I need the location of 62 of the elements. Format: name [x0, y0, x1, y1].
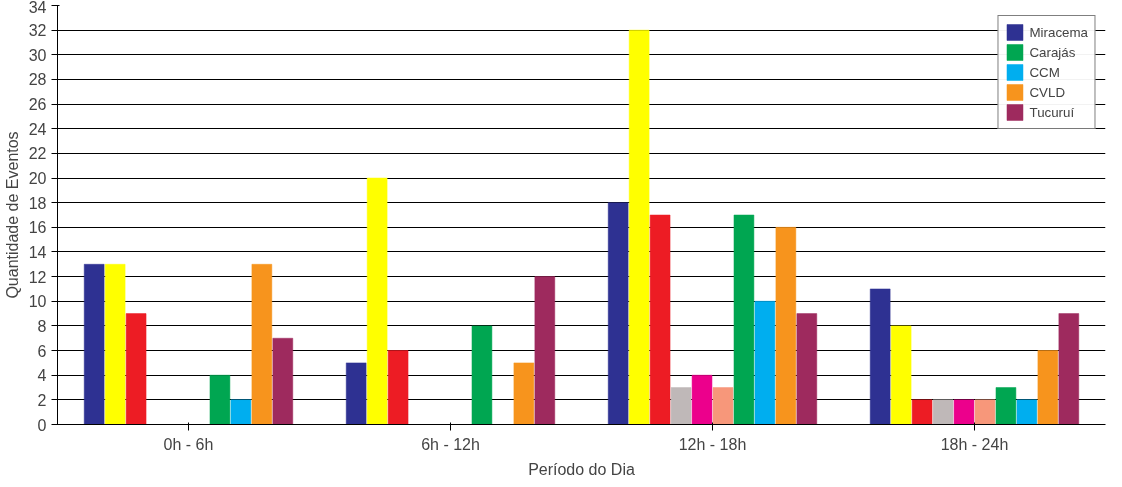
bar [775, 227, 797, 425]
bar [796, 313, 818, 425]
bar [209, 374, 231, 425]
y-tick-label: 26 [28, 96, 47, 114]
bar [230, 399, 252, 425]
y-tick-label: 32 [28, 22, 47, 40]
bar [754, 301, 776, 425]
y-tick-label: 24 [28, 120, 47, 138]
y-tick-label: 34 [28, 0, 47, 16]
y-axis-title: Quantidade de Eventos [3, 131, 21, 299]
bar [869, 288, 891, 425]
bar [974, 399, 996, 425]
x-tick-label: 12h - 18h [678, 435, 747, 453]
bar [911, 399, 933, 425]
y-tick-label: 10 [28, 293, 47, 311]
bar [628, 29, 650, 425]
bar [932, 399, 954, 425]
bar [953, 399, 975, 425]
y-tick-label: 30 [28, 46, 47, 64]
y-tick-label: 2 [37, 391, 47, 409]
x-axis-title: Período do Dia [528, 460, 635, 478]
bar [125, 313, 147, 425]
bar [1016, 399, 1038, 425]
legend-label: Carajás [1029, 44, 1076, 60]
bar [670, 387, 692, 425]
bar [649, 214, 671, 425]
y-tick-label: 6 [37, 342, 47, 360]
y-tick-label: 28 [28, 71, 47, 89]
bar [513, 362, 535, 425]
legend-label: Tucuruí [1029, 104, 1075, 120]
legend-label: Miracema [1029, 24, 1088, 40]
y-tick-label: 14 [28, 243, 47, 261]
bar [387, 350, 409, 425]
x-tick-label: 18h - 24h [940, 435, 1009, 453]
bar [733, 214, 755, 425]
y-tick-label: 4 [37, 367, 47, 385]
bar [1037, 350, 1059, 425]
y-tick-label: 22 [28, 145, 47, 163]
bar [104, 264, 126, 425]
y-tick-label: 12 [28, 268, 47, 286]
bar [366, 177, 388, 425]
bar [1058, 313, 1080, 425]
legend-label: CCM [1029, 64, 1060, 80]
bar [995, 387, 1017, 425]
bar [534, 276, 556, 425]
bar [890, 325, 912, 425]
y-tick-label: 18 [28, 194, 47, 212]
bar [691, 374, 713, 425]
x-tick-label: 0h - 6h [163, 435, 214, 453]
bar [83, 264, 105, 425]
x-tick-label: 6h - 12h [421, 435, 480, 453]
y-tick-label: 20 [28, 170, 47, 188]
bar [712, 387, 734, 425]
y-tick-label: 0 [37, 416, 47, 434]
y-tick-label: 16 [28, 219, 47, 237]
bar [471, 325, 493, 425]
legend-label: CVLD [1029, 84, 1066, 100]
y-tick-label: 8 [37, 317, 47, 335]
bar [607, 202, 629, 425]
bar [272, 337, 294, 425]
bar [251, 264, 273, 425]
bar [345, 362, 367, 425]
